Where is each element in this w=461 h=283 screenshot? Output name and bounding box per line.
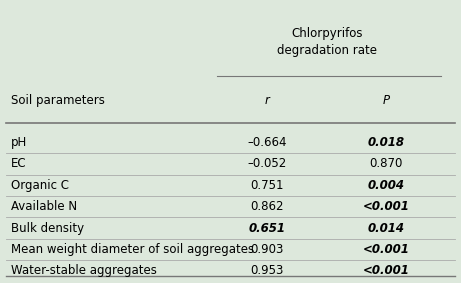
Text: <0.001: <0.001 — [363, 200, 410, 213]
Text: EC: EC — [11, 157, 26, 170]
Text: <0.001: <0.001 — [363, 264, 410, 277]
Text: 0.014: 0.014 — [368, 222, 405, 235]
Text: 0.018: 0.018 — [368, 136, 405, 149]
Text: Organic C: Organic C — [11, 179, 69, 192]
Text: 0.651: 0.651 — [248, 222, 286, 235]
Text: Available N: Available N — [11, 200, 77, 213]
Text: –0.664: –0.664 — [248, 136, 287, 149]
Text: –0.052: –0.052 — [248, 157, 287, 170]
Text: 0.903: 0.903 — [250, 243, 284, 256]
Text: r: r — [265, 94, 270, 107]
Text: 0.953: 0.953 — [250, 264, 284, 277]
Text: P: P — [383, 94, 390, 107]
Text: Mean weight diameter of soil aggregates: Mean weight diameter of soil aggregates — [11, 243, 254, 256]
Text: Chlorpyrifos
degradation rate: Chlorpyrifos degradation rate — [277, 27, 377, 57]
Text: Soil parameters: Soil parameters — [11, 94, 105, 107]
Text: 0.870: 0.870 — [370, 157, 403, 170]
Text: 0.862: 0.862 — [250, 200, 284, 213]
Text: <0.001: <0.001 — [363, 243, 410, 256]
Text: Bulk density: Bulk density — [11, 222, 84, 235]
Text: 0.004: 0.004 — [368, 179, 405, 192]
Text: Water-stable aggregates: Water-stable aggregates — [11, 264, 156, 277]
Text: 0.751: 0.751 — [250, 179, 284, 192]
Text: pH: pH — [11, 136, 27, 149]
